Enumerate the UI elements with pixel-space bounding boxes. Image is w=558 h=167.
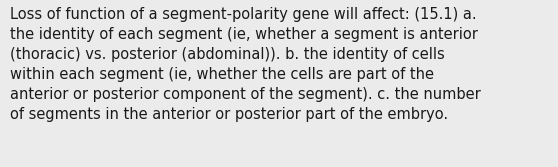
Text: Loss of function of a segment-polarity gene will affect: (15.1) a.
the identity : Loss of function of a segment-polarity g…: [10, 7, 481, 122]
